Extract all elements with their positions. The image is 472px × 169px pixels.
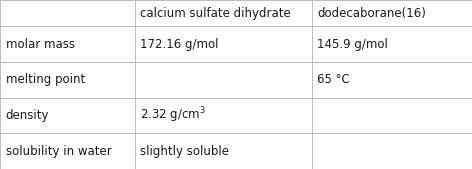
Text: density: density (6, 109, 49, 122)
Text: solubility in water: solubility in water (6, 145, 111, 158)
Text: dodecaborane(16): dodecaborane(16) (317, 7, 426, 20)
Text: 2.32 g/cm$^3$: 2.32 g/cm$^3$ (140, 106, 206, 125)
Text: melting point: melting point (6, 73, 85, 86)
Text: slightly soluble: slightly soluble (140, 145, 229, 158)
Text: 172.16 g/mol: 172.16 g/mol (140, 38, 219, 51)
Text: calcium sulfate dihydrate: calcium sulfate dihydrate (140, 7, 291, 20)
Text: molar mass: molar mass (6, 38, 75, 51)
Text: 65 °C: 65 °C (317, 73, 350, 86)
Text: 145.9 g/mol: 145.9 g/mol (317, 38, 388, 51)
